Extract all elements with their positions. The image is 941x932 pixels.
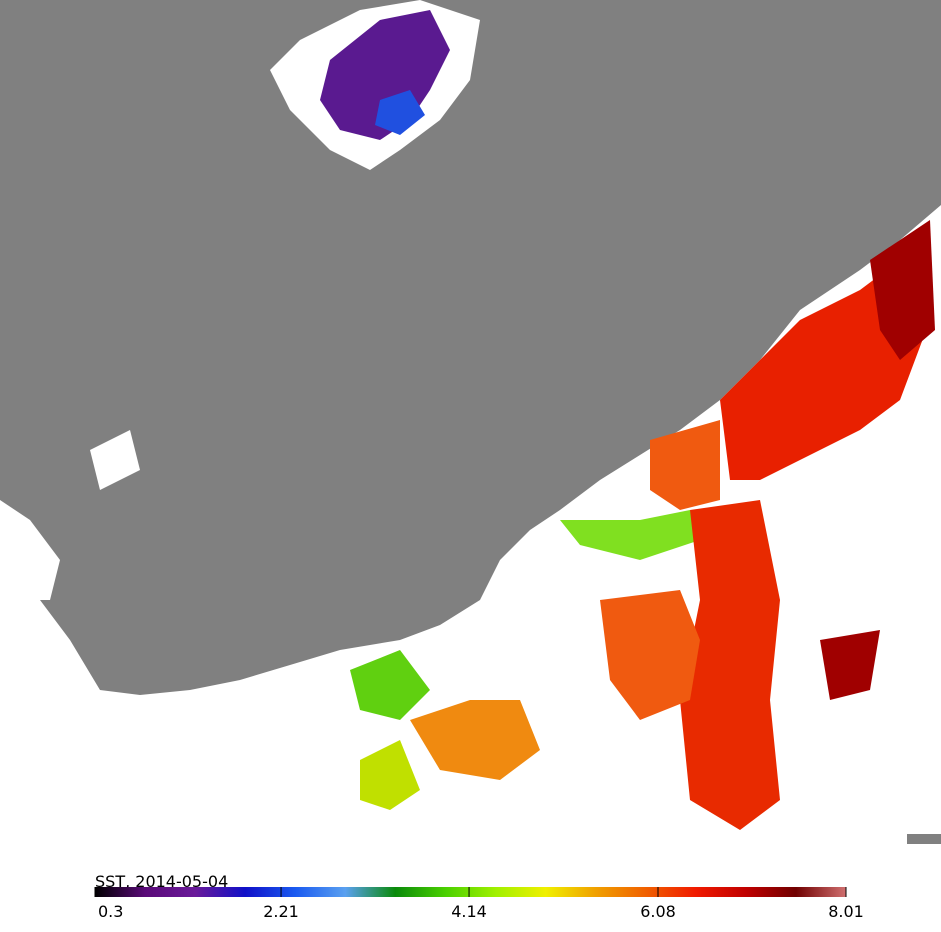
colorbar-ticks: 0.3 2.21 4.14 6.08 8.01: [94, 887, 864, 921]
tick-label: 2.21: [263, 902, 299, 921]
map: [0, 0, 941, 845]
colorbar-title: SST, 2014-05-04: [95, 872, 228, 891]
tick-label: 4.14: [451, 902, 487, 921]
tick-label: 8.01: [828, 902, 864, 921]
tick-label: 6.08: [640, 902, 676, 921]
colorbar: [95, 887, 846, 897]
tick-label: 0.3: [98, 902, 123, 921]
